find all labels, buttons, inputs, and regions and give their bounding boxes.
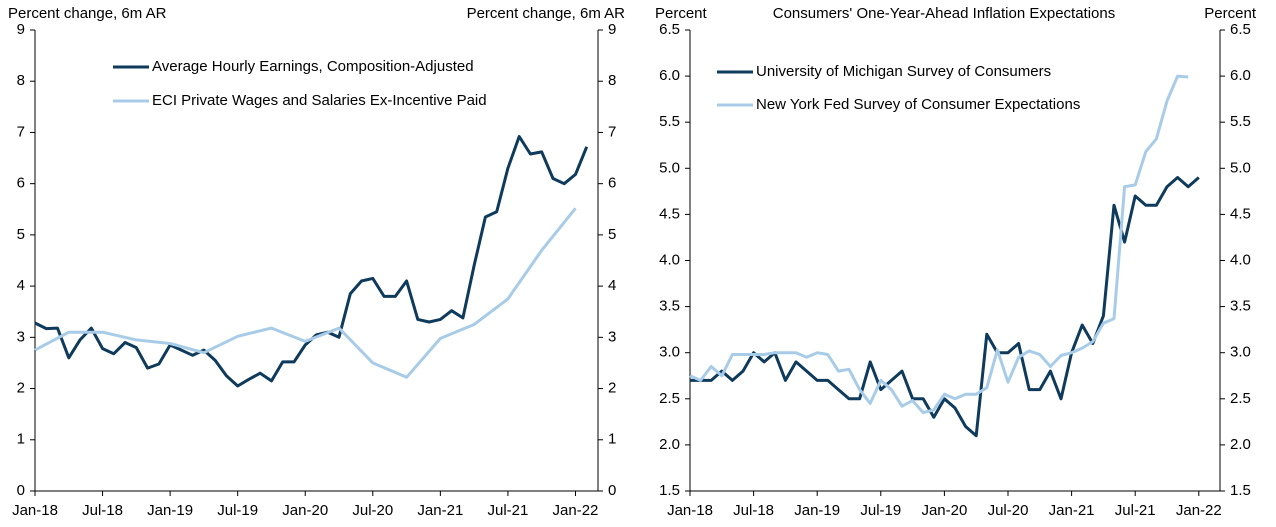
y-tick-label: 6 — [17, 175, 25, 192]
y2-tick-label: 7 — [608, 123, 616, 140]
x-tick-label: Jan-18 — [12, 502, 58, 519]
series-line — [689, 74, 1189, 415]
y2-tick-label: 4.5 — [1230, 205, 1251, 222]
x-tick-label: Jan-20 — [921, 502, 967, 519]
x-tick-label: Jan-21 — [417, 502, 463, 519]
series-line — [34, 135, 589, 388]
legend-label: Average Hourly Earnings, Composition-Adj… — [152, 58, 474, 75]
y2-tick-label: 5.0 — [1230, 159, 1251, 176]
y2-tick-label: 3.0 — [1230, 344, 1251, 361]
y-tick-label: 1.5 — [659, 482, 680, 499]
y2-tick-label: 2 — [608, 380, 616, 397]
y2-tick-label: 3 — [608, 328, 616, 345]
y2-tick-label: 2.5 — [1230, 390, 1251, 407]
x-tick-label: Jul-19 — [860, 502, 901, 519]
y2-tick-label: 6.5 — [1230, 21, 1251, 38]
y2-tick-label: 1 — [608, 431, 616, 448]
y-tick-label: 2.5 — [659, 390, 680, 407]
y2-tick-label: 3.5 — [1230, 298, 1251, 315]
y-tick-label: 2 — [17, 380, 25, 397]
y-tick-label: 5.5 — [659, 113, 680, 130]
y-axis-label: Percent — [655, 5, 708, 22]
x-tick-label: Jul-18 — [733, 502, 774, 519]
y2-tick-label: 2.0 — [1230, 436, 1251, 453]
x-tick-label: Jul-18 — [82, 502, 123, 519]
y-tick-label: 9 — [17, 21, 25, 38]
x-tick-label: Jan-19 — [794, 502, 840, 519]
y-tick-label: 2.0 — [659, 436, 680, 453]
y-tick-label: 5 — [17, 226, 25, 243]
y-tick-label: 3.0 — [659, 344, 680, 361]
x-tick-label: Jul-19 — [217, 502, 258, 519]
y2-tick-label: 5.5 — [1230, 113, 1251, 130]
y-tick-label: 8 — [17, 72, 25, 89]
y2-tick-label: 1.5 — [1230, 482, 1251, 499]
y2-tick-label: 0 — [608, 482, 616, 499]
y2-tick-label: 8 — [608, 72, 616, 89]
legend-label: University of Michigan Survey of Consume… — [756, 63, 1051, 80]
y2-tick-label: 5 — [608, 226, 616, 243]
x-tick-label: Jul-21 — [487, 502, 528, 519]
y2-tick-label: 4 — [608, 277, 616, 294]
y2-tick-label: 4.0 — [1230, 251, 1251, 268]
x-tick-label: Jan-22 — [553, 502, 599, 519]
y2-tick-label: 6.0 — [1230, 67, 1251, 84]
x-tick-label: Jan-19 — [147, 502, 193, 519]
y-tick-label: 5.0 — [659, 159, 680, 176]
y-tick-label: 6.0 — [659, 67, 680, 84]
y-tick-label: 1 — [17, 431, 25, 448]
chart-title: Consumers' One-Year-Ahead Inflation Expe… — [773, 5, 1116, 22]
y-tick-label: 7 — [17, 123, 25, 140]
y-tick-label: 3.5 — [659, 298, 680, 315]
y-tick-label: 0 — [17, 482, 25, 499]
y2-axis-label: Percent change, 6m AR — [467, 5, 626, 22]
x-tick-label: Jan-22 — [1176, 502, 1222, 519]
legend-label: New York Fed Survey of Consumer Expectat… — [756, 96, 1080, 113]
series-line — [34, 207, 577, 379]
y-tick-label: 4.0 — [659, 251, 680, 268]
y-tick-label: 4.5 — [659, 205, 680, 222]
x-tick-label: Jan-18 — [667, 502, 713, 519]
y-tick-label: 4 — [17, 277, 25, 294]
x-tick-label: Jul-20 — [352, 502, 393, 519]
x-tick-label: Jan-20 — [282, 502, 328, 519]
y-axis-label: Percent change, 6m AR — [8, 5, 167, 22]
y2-axis-label: Percent — [1204, 5, 1257, 22]
x-tick-label: Jul-21 — [1115, 502, 1156, 519]
legend-label: ECI Private Wages and Salaries Ex-Incent… — [152, 92, 487, 109]
y2-tick-label: 9 — [608, 21, 616, 38]
y-tick-label: 3 — [17, 328, 25, 345]
y-tick-label: 6.5 — [659, 21, 680, 38]
x-tick-label: Jul-20 — [988, 502, 1029, 519]
y2-tick-label: 6 — [608, 175, 616, 192]
x-tick-label: Jan-21 — [1049, 502, 1095, 519]
